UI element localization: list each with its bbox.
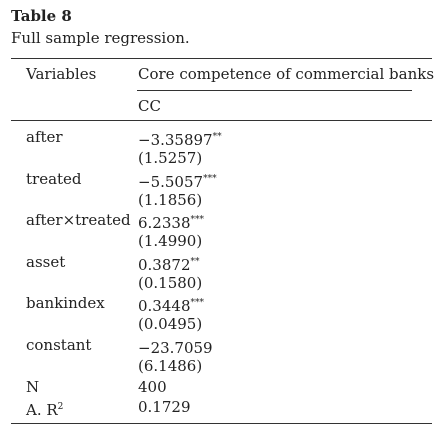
r2-label: A. R2 — [26, 401, 64, 419]
table-caption: Full sample regression. — [11, 29, 190, 47]
bottom-rule — [11, 423, 432, 424]
header-column-cc: CC — [138, 97, 161, 115]
table-row: after −3.35897** — [0, 127, 444, 149]
r2-superscript: 2 — [57, 402, 64, 412]
table-row-se: (0.1580) — [0, 273, 444, 293]
coefficient: 0.3448*** — [138, 297, 205, 315]
table-row-se: (1.4990) — [0, 231, 444, 251]
table-row-r2: A. R2 0.1729 — [0, 397, 444, 419]
table-row-se: (6.1486) — [0, 356, 444, 376]
significance-stars: ** — [212, 132, 222, 142]
table-row-se: (0.0495) — [0, 314, 444, 334]
table-row-se: (1.5257) — [0, 148, 444, 168]
variable-label: treated — [26, 170, 82, 188]
standard-error: (1.4990) — [138, 232, 203, 250]
table-row: bankindex 0.3448*** — [0, 293, 444, 315]
coefficient: −5.5057*** — [138, 173, 217, 191]
table-row: after×treated 6.2338*** — [0, 210, 444, 232]
header-variables: Variables — [26, 65, 97, 83]
variable-label: asset — [26, 253, 66, 271]
table-row: treated −5.5057*** — [0, 169, 444, 191]
n-value: 400 — [138, 378, 167, 396]
coefficient: 0.3872** — [138, 256, 200, 274]
standard-error: (1.1856) — [138, 191, 203, 209]
variable-label: bankindex — [26, 294, 105, 312]
variable-label: after×treated — [26, 211, 131, 229]
significance-stars: *** — [190, 298, 205, 308]
standard-error: (0.0495) — [138, 315, 203, 333]
coefficient: −23.7059 — [138, 339, 213, 357]
table-number: Table 8 — [11, 7, 72, 25]
r2-value: 0.1729 — [138, 398, 191, 416]
n-label: N — [26, 378, 40, 396]
top-rule — [11, 58, 432, 59]
standard-error: (1.5257) — [138, 149, 203, 167]
variable-label: constant — [26, 336, 92, 354]
significance-stars: *** — [190, 215, 205, 225]
header-group: Core competence of commercial banks — [138, 65, 435, 83]
coefficient: 6.2338*** — [138, 214, 205, 232]
table-row: constant −23.7059 — [0, 335, 444, 357]
table-row-n: N 400 — [0, 377, 444, 397]
table-row-se: (1.1856) — [0, 190, 444, 210]
variable-label: after — [26, 128, 63, 146]
coefficient: −3.35897** — [138, 131, 222, 149]
significance-stars: ** — [190, 257, 200, 267]
table-row: asset 0.3872** — [0, 252, 444, 274]
standard-error: (6.1486) — [138, 357, 203, 375]
significance-stars: *** — [203, 174, 217, 184]
standard-error: (0.1580) — [138, 274, 203, 292]
header-rule — [11, 120, 432, 121]
group-rule — [137, 90, 412, 91]
